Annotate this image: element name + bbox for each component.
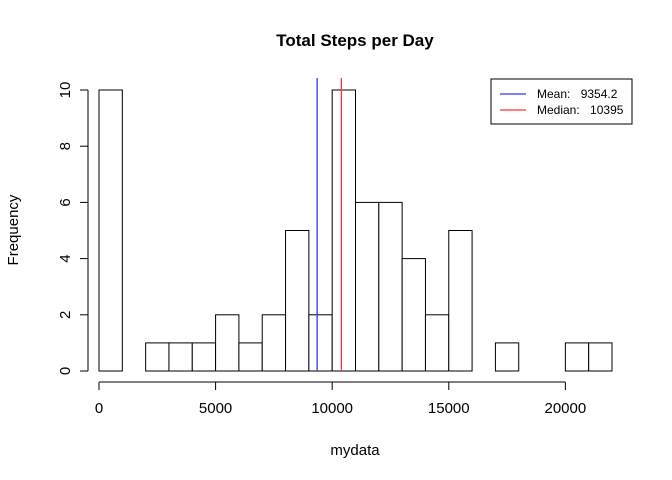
histogram-bar — [285, 230, 310, 372]
legend-label-mean-name: Mean: — [537, 87, 570, 101]
histogram-bar — [378, 201, 403, 372]
x-axis-label: mydata — [330, 442, 380, 459]
histogram-bar — [564, 342, 590, 372]
legend-label-median-name: Median: — [537, 103, 580, 117]
y-tick-label: 2 — [57, 311, 74, 319]
histogram-bar — [331, 89, 357, 372]
y-tick-label: 10 — [57, 82, 74, 99]
legend-label-median: Median: 10395 — [537, 103, 624, 117]
histogram-bar — [588, 342, 613, 372]
x-tick-label: 0 — [95, 400, 103, 417]
y-tick-label: 6 — [57, 198, 74, 206]
x-tick-label: 15000 — [428, 400, 470, 417]
y-axis-label: Frequency — [5, 194, 22, 265]
x-tick-label: 5000 — [199, 400, 232, 417]
y-tick-label: 4 — [57, 254, 74, 262]
histogram-bar — [215, 314, 240, 372]
chart-title: Total Steps per Day — [276, 31, 434, 50]
histogram-bar — [168, 342, 193, 372]
legend-label-mean: Mean: 9354.2 — [537, 87, 618, 101]
x-axis: 0 5000 10000 15000 20000 — [95, 381, 587, 417]
histogram-bar — [261, 314, 287, 372]
legend-label-mean-value: 9354.2 — [581, 87, 618, 101]
y-axis: 0 2 4 6 8 10 — [57, 82, 89, 375]
histogram-bar — [308, 314, 333, 372]
x-tick-label: 20000 — [545, 400, 587, 417]
legend-label-median-value: 10395 — [590, 103, 624, 117]
histogram-bar — [401, 258, 426, 372]
histogram-bars — [98, 89, 613, 372]
x-tick-label: 10000 — [311, 400, 353, 417]
histogram-bar — [355, 201, 380, 372]
histogram-bar — [191, 342, 217, 372]
histogram-bar — [238, 342, 263, 372]
histogram-bar — [448, 230, 473, 372]
histogram-bar — [494, 342, 520, 372]
histogram-bar — [98, 89, 123, 372]
legend-box — [490, 78, 633, 125]
legend: Mean: 9354.2 Median: 10395 — [490, 78, 633, 125]
y-tick-label: 8 — [57, 142, 74, 150]
histogram-bar — [424, 314, 450, 372]
y-tick-label: 0 — [57, 367, 74, 375]
reference-lines — [316, 78, 343, 371]
histogram-bar — [145, 342, 170, 372]
